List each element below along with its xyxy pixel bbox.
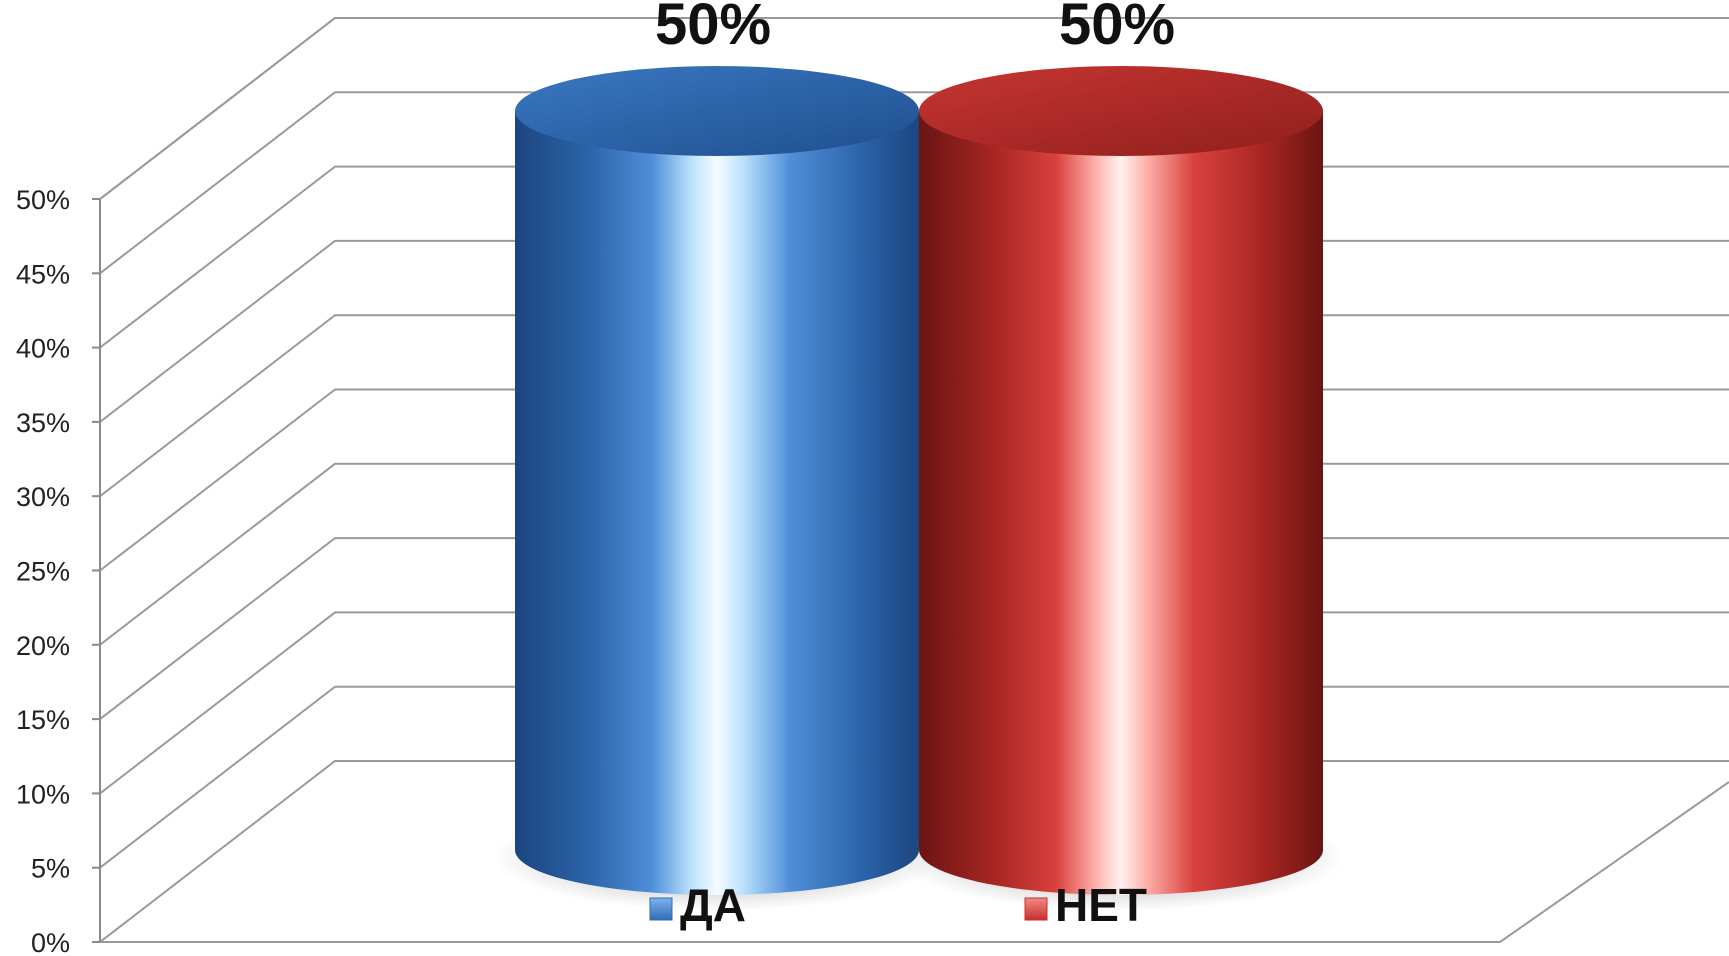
legend-label: ДА <box>680 879 746 931</box>
y-tick-label: 15% <box>16 705 70 735</box>
legend-item: НЕТ <box>1024 879 1147 931</box>
y-axis <box>92 198 101 943</box>
y-tick-label: 50% <box>16 185 70 215</box>
bar-body <box>515 111 919 895</box>
y-tick-labels: 0% 5% 10% 15% 20% 25% 30% 35% 40% 45% 50% <box>16 185 70 956</box>
legend-swatch <box>1024 897 1048 921</box>
y-tick-label: 5% <box>31 854 70 884</box>
legend-item: ДА <box>649 879 746 931</box>
data-label: 50% <box>1059 0 1175 57</box>
data-labels: 50% 50% <box>655 0 1175 57</box>
floor-front-edge <box>100 781 1729 943</box>
bar-top <box>515 66 919 156</box>
gridline-top <box>99 17 1729 200</box>
bar-нет <box>897 66 1345 911</box>
y-tick-label: 30% <box>16 482 70 512</box>
bar-да <box>493 66 941 911</box>
legend-swatch <box>649 897 673 921</box>
legend: ДА НЕТ <box>649 879 1147 931</box>
bar-body <box>919 111 1323 895</box>
bar-top <box>919 66 1323 156</box>
y-tick-label: 25% <box>16 557 70 587</box>
y-tick-label: 45% <box>16 259 70 289</box>
data-label: 50% <box>655 0 771 57</box>
y-tick-label: 10% <box>16 779 70 809</box>
y-tick-label: 0% <box>31 928 70 956</box>
y-tick-label: 35% <box>16 408 70 438</box>
y-tick-label: 40% <box>16 334 70 364</box>
bars <box>493 66 1345 911</box>
legend-label: НЕТ <box>1055 879 1147 931</box>
y-tick-label: 20% <box>16 631 70 661</box>
